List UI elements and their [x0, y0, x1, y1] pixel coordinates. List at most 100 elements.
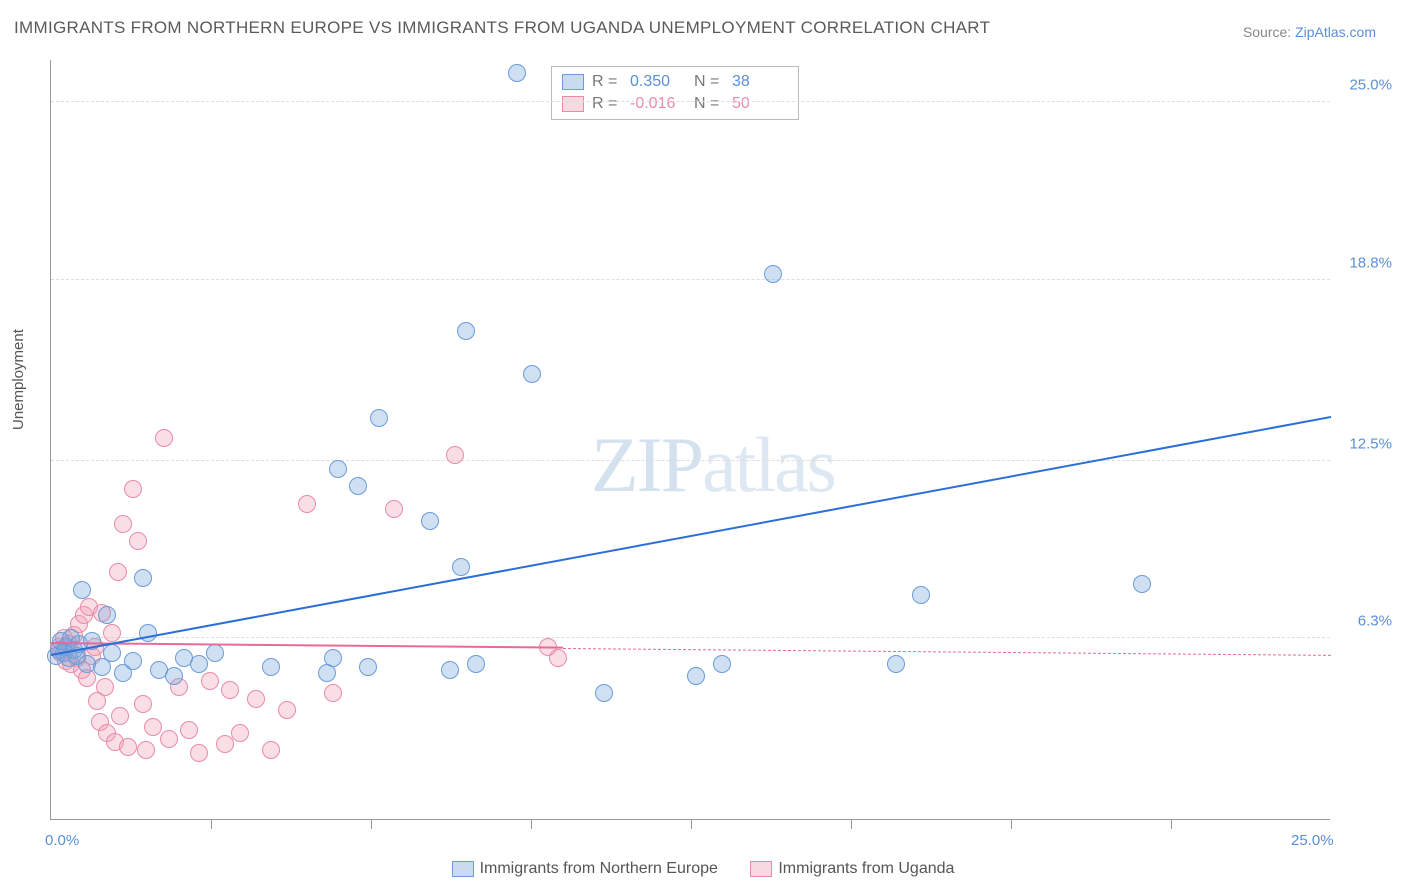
y-tick-label: 18.8% — [1349, 254, 1392, 271]
r-value-pink: -0.016 — [630, 95, 686, 113]
data-point — [119, 738, 137, 756]
data-point — [441, 661, 459, 679]
x-tick — [211, 819, 212, 829]
swatch-blue — [562, 74, 584, 90]
data-point — [764, 265, 782, 283]
data-point — [137, 741, 155, 759]
data-point — [523, 365, 541, 383]
stats-row-pink: R = -0.016 N = 50 — [562, 93, 788, 115]
swatch-blue — [452, 861, 474, 877]
data-point — [595, 684, 613, 702]
data-point — [1133, 575, 1151, 593]
x-tick-label: 0.0% — [45, 832, 79, 849]
r-label: R = — [592, 73, 622, 91]
trend-line — [51, 642, 563, 649]
r-label: R = — [592, 95, 622, 113]
watermark: ZIPatlas — [591, 420, 835, 510]
data-point — [247, 690, 265, 708]
data-point — [687, 667, 705, 685]
data-point — [452, 558, 470, 576]
gridline — [51, 637, 1330, 638]
x-tick — [531, 819, 532, 829]
data-point — [109, 563, 127, 581]
scatter-chart: ZIPatlas R = 0.350 N = 38 R = -0.016 N =… — [50, 60, 1330, 820]
data-point — [329, 460, 347, 478]
data-point — [129, 532, 147, 550]
data-point — [134, 569, 152, 587]
x-tick — [691, 819, 692, 829]
data-point — [155, 429, 173, 447]
trend-line — [51, 416, 1331, 656]
swatch-pink — [750, 861, 772, 877]
gridline — [51, 460, 1330, 461]
data-point — [134, 695, 152, 713]
y-tick-label: 6.3% — [1358, 613, 1392, 630]
data-point — [221, 681, 239, 699]
data-point — [201, 672, 219, 690]
source-label: Source: — [1243, 24, 1291, 40]
data-point — [324, 684, 342, 702]
data-point — [190, 655, 208, 673]
data-point — [713, 655, 731, 673]
data-point — [262, 658, 280, 676]
data-point — [262, 741, 280, 759]
data-point — [96, 678, 114, 696]
legend-item-blue: Immigrants from Northern Europe — [452, 860, 718, 878]
data-point — [421, 512, 439, 530]
legend-item-pink: Immigrants from Uganda — [750, 860, 954, 878]
data-point — [887, 655, 905, 673]
data-point — [216, 735, 234, 753]
data-point — [73, 581, 91, 599]
y-axis-label: Unemployment — [10, 329, 27, 430]
data-point — [508, 64, 526, 82]
data-point — [912, 586, 930, 604]
trend-line-dashed — [563, 648, 1331, 656]
data-point — [103, 644, 121, 662]
r-value-blue: 0.350 — [630, 73, 686, 91]
data-point — [160, 730, 178, 748]
swatch-pink — [562, 96, 584, 112]
n-label: N = — [694, 95, 724, 113]
data-point — [144, 718, 162, 736]
x-tick — [1171, 819, 1172, 829]
data-point — [349, 477, 367, 495]
data-point — [124, 480, 142, 498]
n-value-blue: 38 — [732, 73, 788, 91]
data-point — [206, 644, 224, 662]
data-point — [467, 655, 485, 673]
gridline — [51, 279, 1330, 280]
source-link[interactable]: ZipAtlas.com — [1295, 24, 1376, 40]
data-point — [111, 707, 129, 725]
data-point — [165, 667, 183, 685]
data-point — [231, 724, 249, 742]
data-point — [114, 515, 132, 533]
legend-label-blue: Immigrants from Northern Europe — [480, 860, 718, 878]
x-tick — [371, 819, 372, 829]
data-point — [457, 322, 475, 340]
y-tick-label: 12.5% — [1349, 435, 1392, 452]
y-tick-label: 25.0% — [1349, 77, 1392, 94]
stats-row-blue: R = 0.350 N = 38 — [562, 71, 788, 93]
data-point — [298, 495, 316, 513]
data-point — [180, 721, 198, 739]
gridline — [51, 101, 1330, 102]
series-legend: Immigrants from Northern Europe Immigran… — [0, 860, 1406, 882]
x-tick-label: 25.0% — [1291, 832, 1334, 849]
x-tick — [1011, 819, 1012, 829]
data-point — [124, 652, 142, 670]
data-point — [190, 744, 208, 762]
source-credit: Source: ZipAtlas.com — [1243, 24, 1376, 40]
data-point — [324, 649, 342, 667]
data-point — [98, 606, 116, 624]
n-label: N = — [694, 73, 724, 91]
data-point — [385, 500, 403, 518]
data-point — [359, 658, 377, 676]
chart-title: IMMIGRANTS FROM NORTHERN EUROPE VS IMMIG… — [14, 18, 990, 38]
x-tick — [851, 819, 852, 829]
data-point — [278, 701, 296, 719]
data-point — [103, 624, 121, 642]
data-point — [370, 409, 388, 427]
stats-legend: R = 0.350 N = 38 R = -0.016 N = 50 — [551, 66, 799, 120]
legend-label-pink: Immigrants from Uganda — [778, 860, 954, 878]
watermark-thin: atlas — [702, 421, 835, 508]
